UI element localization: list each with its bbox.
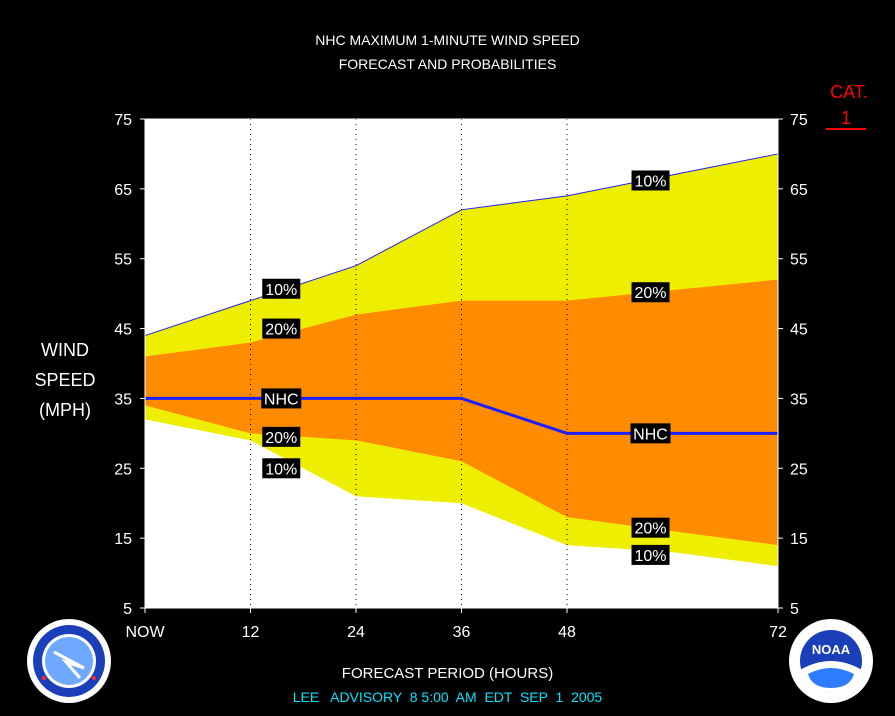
x-tick-label: 48: [558, 624, 576, 641]
annotation-label: 10%: [635, 173, 667, 190]
y-tick-label-right: 65: [790, 182, 808, 199]
annotation-box: [261, 388, 302, 409]
y-tick-label-left: 75: [114, 112, 132, 129]
y-tick-label-left: 65: [114, 182, 132, 199]
annotation-box: [631, 282, 670, 303]
annotation-box: [631, 517, 670, 538]
category-label: CAT.: [830, 82, 868, 102]
y-tick-label-left: 5: [123, 601, 132, 618]
band-20-percent: [145, 279, 778, 546]
y-tick-label-right: 55: [790, 252, 808, 269]
annotation-box: [631, 544, 670, 565]
annotation-box: [630, 423, 671, 444]
y-tick-label-left: 25: [114, 461, 132, 478]
y-tick-label-left: 35: [114, 391, 132, 408]
chart-title-line1: NHC MAXIMUM 1-MINUTE WIND SPEED: [315, 32, 580, 48]
y-axis-title-line2: SPEED: [34, 370, 96, 390]
annotation-label: 20%: [635, 521, 667, 538]
x-tick-label: 36: [453, 624, 471, 641]
y-tick-label-left: 45: [114, 322, 132, 339]
annotation-label: NHC: [633, 426, 668, 443]
y-axis-title-line3: (MPH): [39, 400, 91, 420]
y-tick-label-right: 75: [790, 112, 808, 129]
nws-logo-icon: [27, 619, 111, 703]
annotation-label: 10%: [635, 548, 667, 565]
category-value: 1: [826, 108, 866, 130]
annotation-label: 10%: [265, 282, 297, 299]
annotation-label: 20%: [265, 430, 297, 447]
annotation-box: [631, 170, 670, 191]
y-tick-label-left: 15: [114, 531, 132, 548]
annotation-box: [262, 426, 301, 447]
annotation-label: NHC: [264, 391, 299, 408]
advisory-line: LEE ADVISORY 8 5:00 AM EDT SEP 1 2005: [292, 689, 603, 705]
y-axis-title-line1: WIND: [41, 340, 89, 360]
x-axis-title: FORECAST PERIOD (HOURS): [341, 665, 554, 682]
annotation-box: [262, 458, 301, 479]
annotation-box: [262, 278, 301, 299]
annotation-label: 20%: [635, 285, 667, 302]
x-tick-label: 24: [347, 624, 365, 641]
x-tick-label: 72: [769, 624, 787, 641]
nhc-forecast-line: [145, 396, 778, 435]
annotation-label: 20%: [265, 322, 297, 339]
noaa-logo-text: NOAA: [812, 642, 851, 657]
y-tick-label-right: 5: [790, 601, 799, 618]
y-tick-label-right: 15: [790, 531, 808, 548]
noaa-logo-icon: NOAA: [789, 619, 873, 703]
x-tick-label: 12: [242, 624, 260, 641]
annotation-label: 10%: [265, 461, 297, 478]
y-tick-label-right: 45: [790, 322, 808, 339]
x-tick-label: NOW: [125, 624, 165, 641]
y-tick-label-right: 25: [790, 461, 808, 478]
y-tick-label-right: 35: [790, 391, 808, 408]
annotation-box: [262, 318, 301, 339]
y-tick-label-left: 55: [114, 252, 132, 269]
chart-title-line2: FORECAST AND PROBABILITIES: [338, 56, 557, 72]
